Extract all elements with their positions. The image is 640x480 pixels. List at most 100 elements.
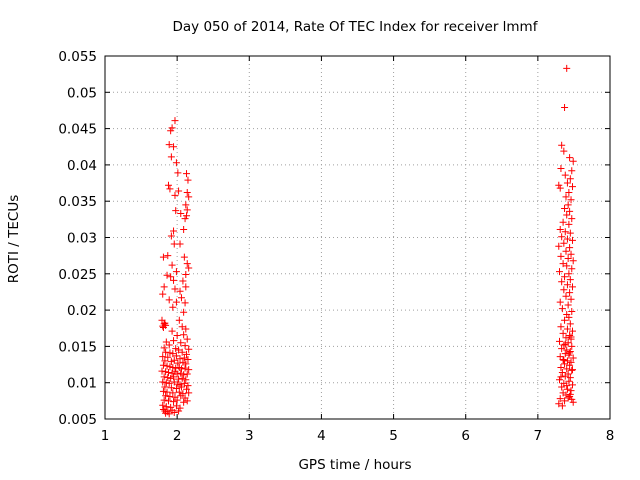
data-point	[170, 143, 178, 151]
data-point	[183, 397, 191, 405]
data-point	[568, 342, 576, 350]
data-point	[174, 169, 182, 177]
data-point	[183, 370, 191, 378]
data-point	[182, 325, 190, 333]
data-point	[184, 176, 192, 184]
data-point	[182, 271, 190, 279]
data-point	[169, 389, 177, 397]
data-point	[556, 226, 564, 234]
data-point	[162, 348, 170, 356]
data-point	[164, 353, 172, 361]
y-tick-label: 0.005	[58, 412, 97, 428]
data-point	[566, 175, 574, 183]
data-point	[567, 196, 575, 204]
data-point	[559, 355, 567, 363]
data-point	[565, 313, 573, 321]
data-point	[558, 305, 566, 313]
data-point	[563, 235, 571, 243]
data-point	[564, 255, 572, 263]
data-point	[564, 394, 572, 402]
data-point	[568, 215, 576, 223]
data-point	[568, 308, 576, 316]
data-point	[185, 193, 193, 201]
data-point	[172, 268, 180, 276]
data-point	[159, 378, 167, 386]
data-point	[164, 397, 172, 405]
data-point	[176, 287, 184, 295]
data-point	[175, 375, 183, 383]
data-point	[160, 396, 168, 404]
data-point	[563, 346, 571, 354]
data-point	[562, 193, 570, 201]
data-point	[561, 228, 569, 236]
y-tick-label: 0.045	[58, 122, 97, 138]
data-point	[568, 183, 576, 191]
data-point	[559, 260, 567, 268]
data-point	[565, 270, 573, 278]
data-point	[185, 345, 193, 353]
data-point	[170, 227, 178, 235]
data-point	[160, 283, 168, 291]
data-point	[566, 349, 574, 357]
data-point	[556, 298, 564, 306]
data-point	[167, 153, 175, 161]
data-point	[167, 127, 175, 135]
data-point	[169, 363, 177, 371]
data-point	[564, 201, 572, 209]
data-point	[558, 141, 566, 149]
data-point	[560, 239, 568, 247]
data-point	[163, 271, 171, 279]
data-point	[562, 247, 570, 255]
data-point	[159, 253, 167, 261]
data-point	[177, 294, 185, 302]
data-point	[180, 379, 188, 387]
data-point	[185, 264, 193, 272]
data-point	[158, 367, 166, 375]
data-point	[177, 210, 185, 218]
data-point	[174, 359, 182, 367]
data-point	[183, 350, 191, 358]
data-point	[176, 404, 184, 412]
data-point	[172, 345, 180, 353]
x-axis-label: GPS time / hours	[298, 457, 411, 473]
data-point	[172, 364, 180, 372]
data-point	[569, 157, 577, 165]
data-point	[563, 179, 571, 187]
data-point	[558, 383, 566, 391]
data-point	[564, 301, 572, 309]
y-tick-label: 0.03	[67, 231, 97, 247]
data-point	[164, 181, 172, 189]
data-point	[566, 207, 574, 215]
data-point	[563, 211, 571, 219]
x-tick-label: 6	[461, 428, 470, 444]
data-point	[158, 316, 166, 324]
data-point	[558, 402, 566, 410]
data-point	[178, 374, 186, 382]
data-point	[179, 277, 187, 285]
data-point	[564, 339, 572, 347]
data-point	[170, 398, 178, 406]
data-point	[556, 353, 564, 361]
data-point	[556, 337, 563, 345]
data-point	[175, 388, 183, 396]
y-tick-label: 0.015	[58, 339, 97, 355]
data-point	[561, 171, 569, 179]
data-point	[558, 233, 566, 241]
y-tick-label: 0.035	[58, 194, 97, 210]
data-point	[569, 398, 577, 406]
data-point	[563, 281, 571, 289]
data-point	[566, 229, 574, 237]
data-point	[567, 295, 575, 303]
data-point	[177, 369, 185, 377]
data-point	[164, 369, 172, 377]
data-point	[557, 373, 565, 381]
data-point	[569, 257, 577, 265]
x-tick-label: 5	[389, 428, 398, 444]
data-point	[164, 374, 172, 382]
data-point	[180, 226, 188, 234]
data-point	[563, 385, 571, 393]
data-point	[560, 147, 568, 155]
data-point	[165, 141, 173, 149]
data-point	[178, 348, 186, 356]
data-point	[177, 365, 185, 373]
